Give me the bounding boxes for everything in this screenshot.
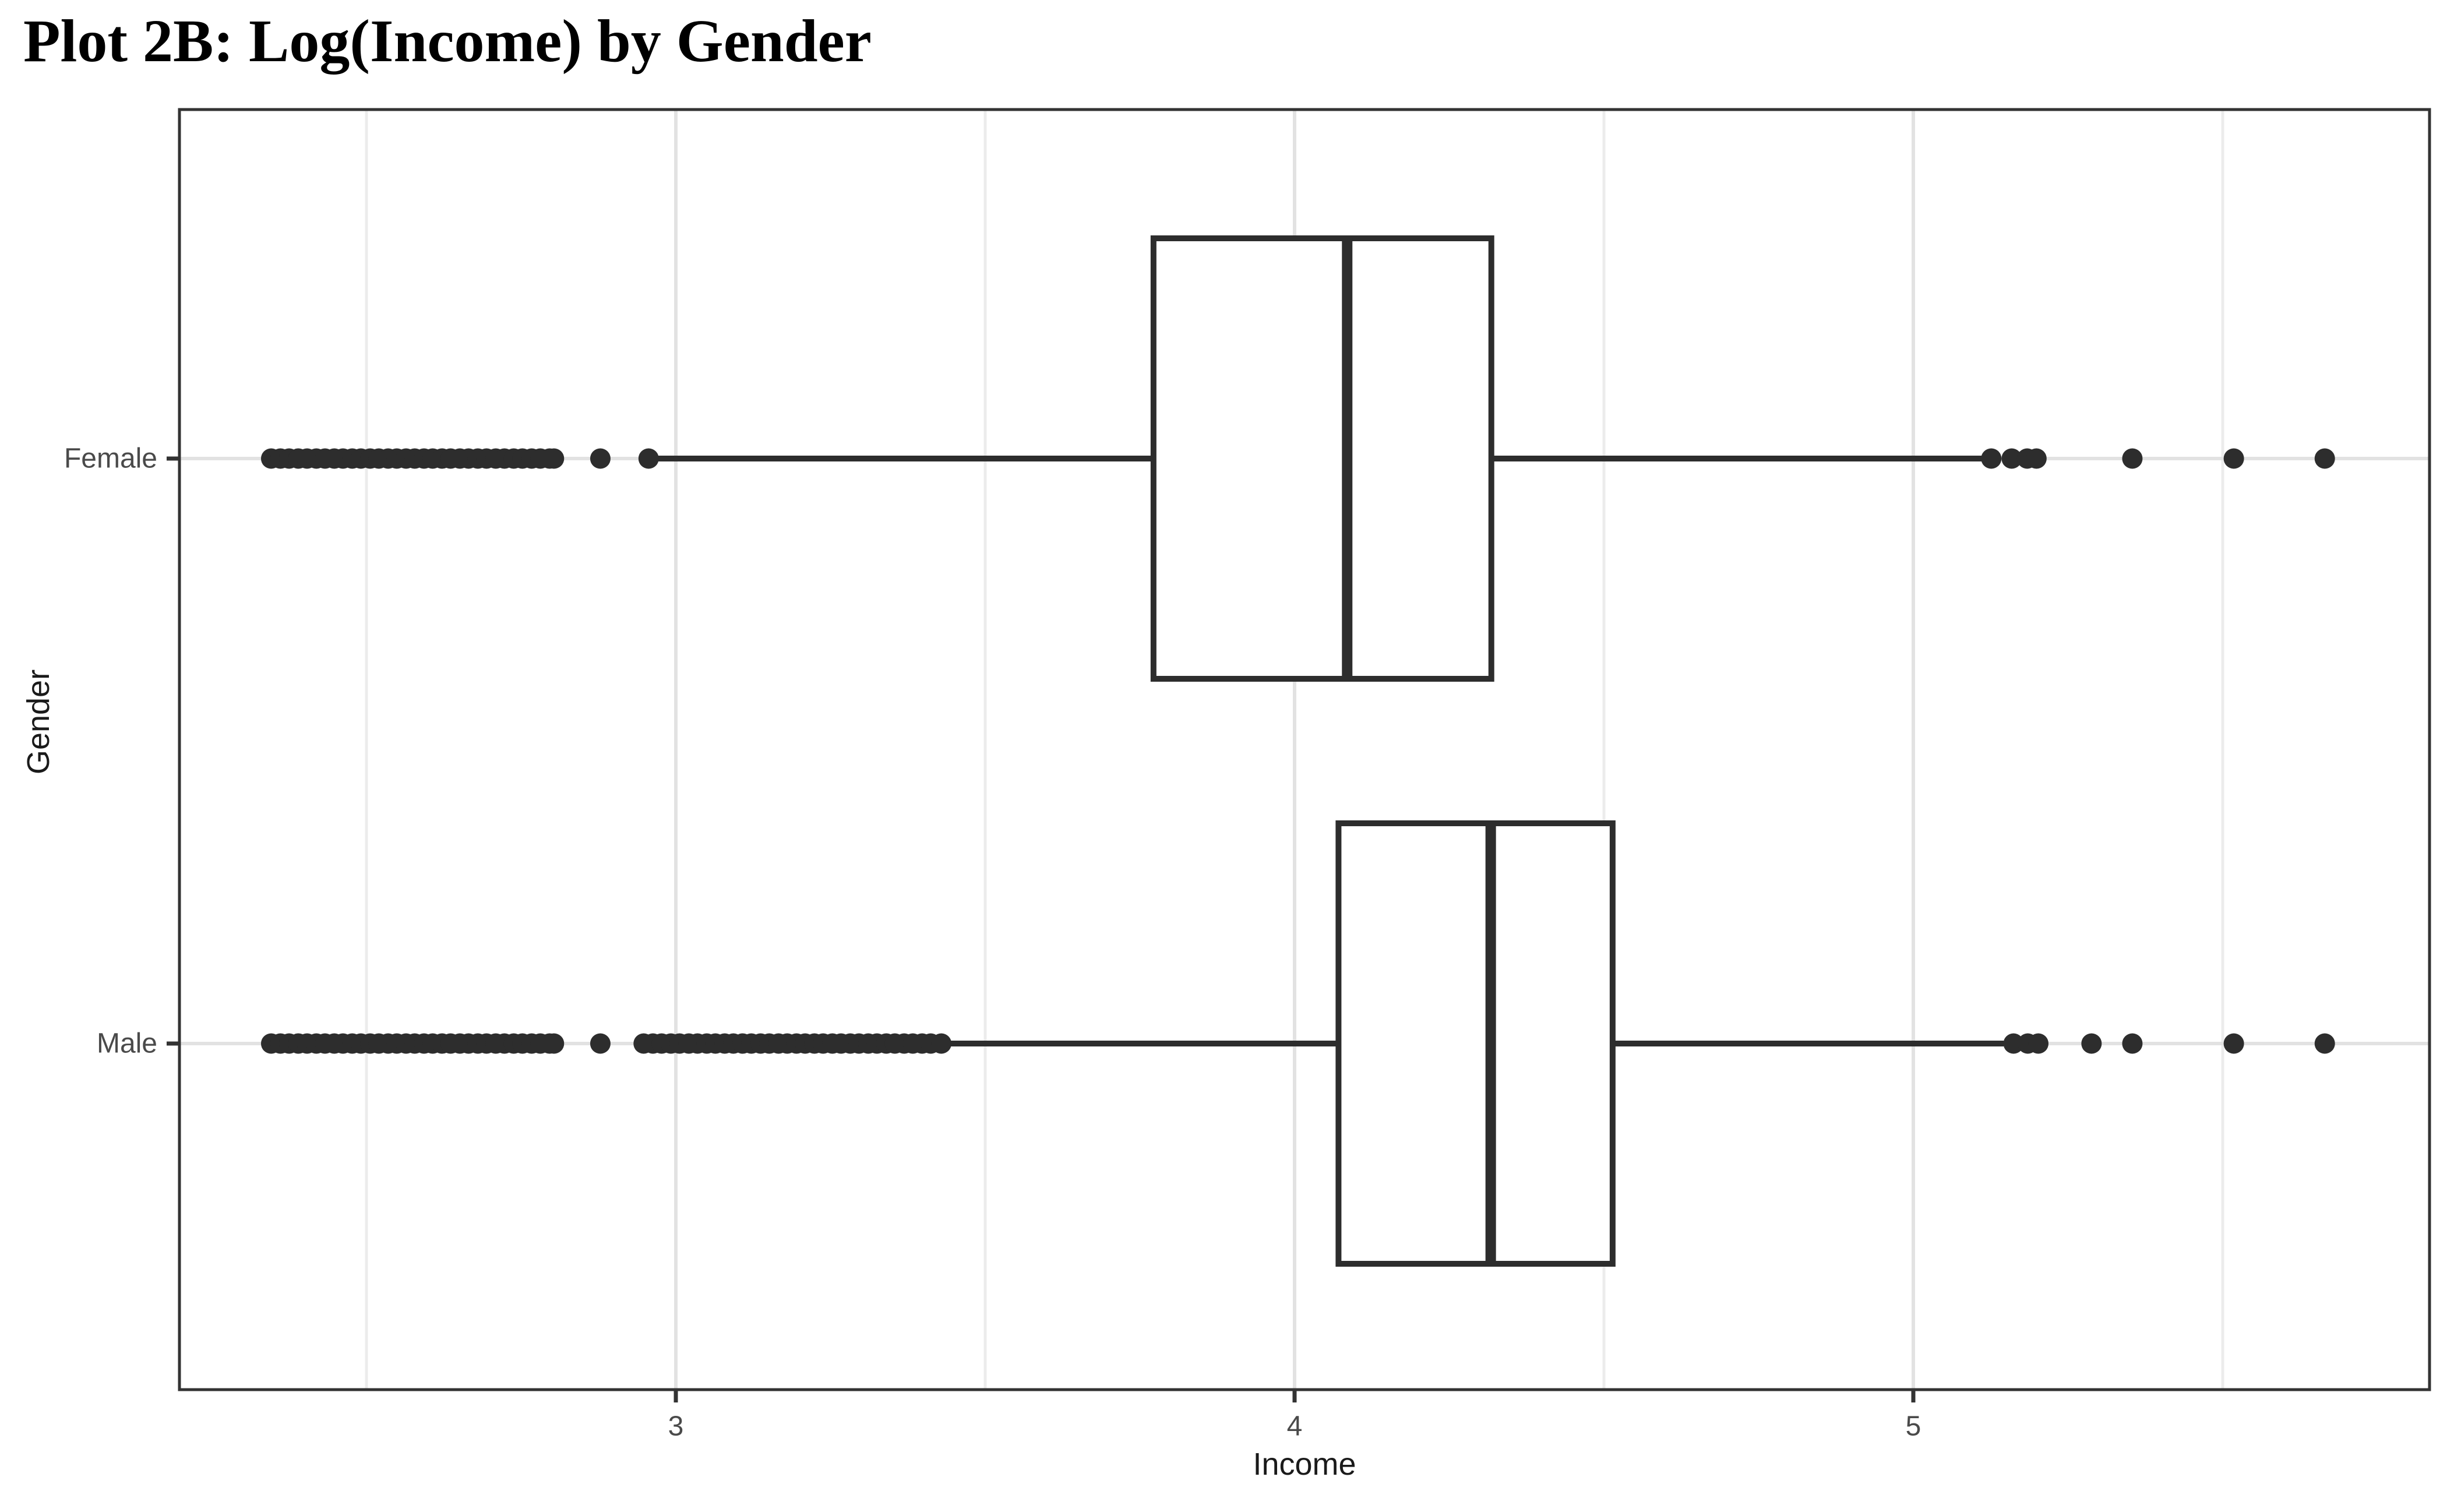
category-label-male: Male: [97, 1028, 157, 1059]
outlier-point-male: [2223, 1033, 2244, 1054]
outlier-point-female: [2314, 448, 2335, 469]
x-tick-label: 4: [1287, 1411, 1303, 1442]
outlier-point-female: [544, 448, 565, 469]
outlier-point-male: [590, 1033, 611, 1054]
outlier-point-female: [590, 448, 611, 469]
outlier-point-male: [2314, 1033, 2335, 1054]
chart-title: Plot 2B: Log(Income) by Gender: [23, 8, 872, 75]
box-rect-female: [1150, 235, 1494, 682]
outlier-point-female: [1981, 448, 2002, 469]
box-rect-male: [1335, 820, 1616, 1267]
outlier-point-female: [638, 448, 659, 469]
outlier-point-male: [931, 1033, 952, 1054]
x-tick-label: 3: [668, 1411, 684, 1442]
outlier-point-female: [2223, 448, 2244, 469]
x-tick-label: 5: [1906, 1411, 1921, 1442]
outlier-point-male: [544, 1033, 565, 1054]
outlier-point-female: [2026, 448, 2047, 469]
category-label-female: Female: [64, 443, 157, 474]
outlier-point-male: [2003, 1033, 2024, 1054]
y-axis-title: Gender: [21, 669, 56, 775]
outlier-point-male: [2122, 1033, 2143, 1054]
outlier-point-female: [2122, 448, 2143, 469]
x-axis-title: Income: [1253, 1447, 1356, 1482]
outlier-point-male: [2028, 1033, 2049, 1054]
outlier-point-female: [2001, 448, 2022, 469]
outlier-point-male: [2081, 1033, 2102, 1054]
panel-border: [178, 108, 2431, 1391]
